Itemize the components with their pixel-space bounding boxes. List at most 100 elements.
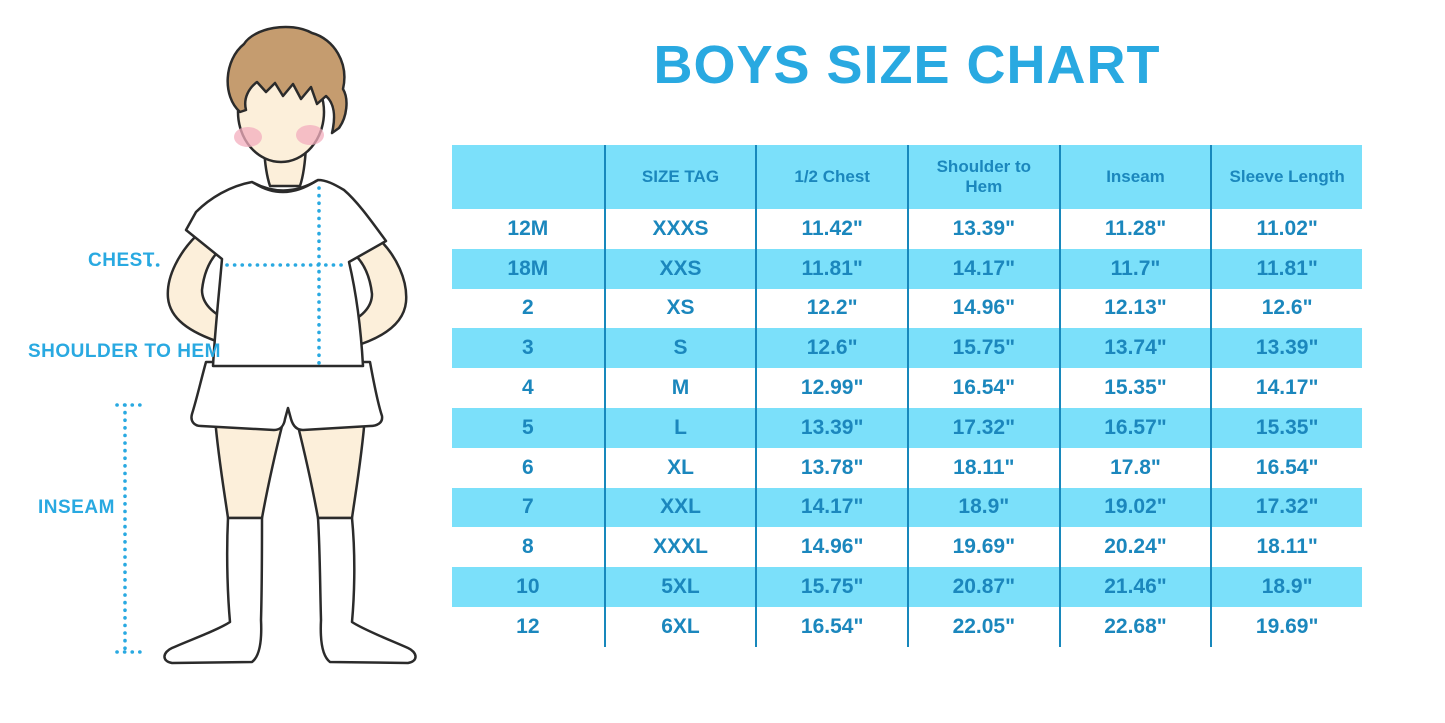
size-cell: 20.24" <box>1058 527 1211 568</box>
chest-label: CHEST <box>88 250 155 271</box>
size-cell: 16.54" <box>755 606 907 647</box>
size-cell: 12.6" <box>755 328 907 369</box>
figure-leg-left <box>213 416 285 520</box>
figure-tshirt <box>184 178 388 368</box>
size-cell: 13.78" <box>755 447 907 488</box>
table-header-row: SIZE TAG 1/2 Chest Shoulder to Hem Insea… <box>452 145 1362 209</box>
size-cell: 11.02" <box>1210 209 1362 249</box>
table-row: 12M XXXS 11.42" 13.39" 11.28" 11.02" <box>452 209 1362 249</box>
size-table: SIZE TAG 1/2 Chest Shoulder to Hem Insea… <box>452 145 1362 647</box>
column-header-half-chest: 1/2 Chest <box>755 145 907 209</box>
column-header-sleeve-length: Sleeve Length <box>1210 145 1362 209</box>
size-cell: 11.81" <box>755 248 907 289</box>
column-header-inseam: Inseam <box>1058 145 1211 209</box>
size-cell: 11.28" <box>1058 209 1211 249</box>
column-header-shoulder-to-hem: Shoulder to Hem <box>907 145 1059 209</box>
size-cell: 11.81" <box>1210 248 1362 289</box>
size-cell: 18.9" <box>907 487 1059 528</box>
size-cell: 19.69" <box>1210 606 1362 647</box>
size-row-label: 18M <box>507 256 549 280</box>
size-cell: 15.75" <box>907 328 1059 369</box>
size-cell: 17.32" <box>907 407 1059 448</box>
size-cell: 20.87" <box>907 567 1059 607</box>
size-cell: 6XL <box>603 606 756 647</box>
size-cell: 15.35" <box>1210 407 1362 448</box>
size-cell: 14.17" <box>755 487 907 528</box>
size-row-label: 3 <box>521 336 534 360</box>
column-header-size-tag: SIZE TAG <box>603 145 756 209</box>
size-cell: 14.96" <box>907 288 1059 329</box>
figure-sock-left <box>163 516 264 665</box>
table-row: 8 XXXL 14.96" 19.69" 20.24" 18.11" <box>452 527 1362 568</box>
size-cell: 16.57" <box>1058 407 1211 448</box>
size-cell: 5XL <box>603 567 756 607</box>
size-cell: XXS <box>603 248 756 289</box>
table-row: 4 M 12.99" 16.54" 15.35" 14.17" <box>452 368 1362 408</box>
size-cell: 13.39" <box>755 407 907 448</box>
measurement-guides <box>115 186 348 654</box>
size-cell: XL <box>603 447 756 488</box>
shoulder-to-hem-label: SHOULDER TO HEM <box>28 341 221 362</box>
size-cell: XXL <box>603 487 756 528</box>
table-row: 2 XS 12.2" 14.96" 12.13" 12.6" <box>452 288 1362 329</box>
size-row-label: 4 <box>521 376 534 400</box>
size-cell: 15.75" <box>755 567 907 607</box>
size-cell: 12.99" <box>755 368 907 408</box>
size-cell: 22.68" <box>1058 606 1211 647</box>
size-cell: 19.02" <box>1058 487 1211 528</box>
figure-leg-right <box>295 414 367 520</box>
size-cell: 18.11" <box>907 447 1059 488</box>
size-row-label: 2 <box>521 296 534 320</box>
size-row-label: 5 <box>521 415 534 439</box>
size-cell: 17.32" <box>1210 487 1362 528</box>
size-cell: S <box>603 328 756 369</box>
size-cell: 18.9" <box>1210 567 1362 607</box>
size-cell: 13.39" <box>1210 328 1362 369</box>
size-row-label: 10 <box>516 575 540 599</box>
size-cell: 16.54" <box>1210 447 1362 488</box>
size-cell: 11.7" <box>1058 248 1211 289</box>
size-cell: 14.17" <box>907 248 1059 289</box>
size-cell: 13.39" <box>907 209 1059 249</box>
size-cell: 21.46" <box>1058 567 1211 607</box>
size-table-body: 12M XXXS 11.42" 13.39" 11.28" 11.02" 18M XXS 11.… <box>452 209 1362 647</box>
figure-cheek-left <box>234 127 262 147</box>
table-row: 7 XXL 14.17" 18.9" 19.02" 17.32" <box>452 487 1362 528</box>
size-cell: 15.35" <box>1058 368 1211 408</box>
size-cell: M <box>603 368 756 408</box>
size-cell: 12.2" <box>755 288 907 329</box>
figure-sock-right <box>316 516 417 665</box>
size-cell: 14.17" <box>1210 368 1362 408</box>
size-cell: 18.11" <box>1210 527 1362 568</box>
figure-collar <box>252 179 318 194</box>
table-row: 12 6XL 16.54" 22.05" 22.68" 19.69" <box>452 606 1362 647</box>
table-row: 18M XXS 11.81" 14.17" 11.7" 11.81" <box>452 248 1362 289</box>
size-row-label: 12 <box>516 614 540 638</box>
figure-hair <box>226 25 348 135</box>
size-cell: L <box>603 407 756 448</box>
figure-shorts <box>190 360 384 432</box>
size-cell: XXXS <box>603 209 756 249</box>
inseam-label: INSEAM <box>38 497 115 518</box>
page-title: BOYS SIZE CHART <box>653 35 1161 95</box>
table-row: 6 XL 13.78" 18.11" 17.8" 16.54" <box>452 447 1362 488</box>
size-cell: 14.96" <box>755 527 907 568</box>
size-row-label: 8 <box>521 535 534 559</box>
size-cell: 17.8" <box>1058 447 1211 488</box>
size-row-label: 12M <box>507 216 549 240</box>
boy-figure-illustration <box>115 25 417 665</box>
size-cell: XS <box>603 288 756 329</box>
table-row: 5 L 13.39" 17.32" 16.57" 15.35" <box>452 407 1362 448</box>
table-row: 10 5XL 15.75" 20.87" 21.46" 18.9" <box>452 567 1362 607</box>
figure-cheek-right <box>296 125 324 145</box>
table-row: 3 S 12.6" 15.75" 13.74" 13.39" <box>452 328 1362 369</box>
column-header-blank <box>452 145 604 209</box>
size-cell: 16.54" <box>907 368 1059 408</box>
inseam-guide-line <box>115 403 143 654</box>
size-cell: 13.74" <box>1058 328 1211 369</box>
size-cell: 22.05" <box>907 606 1059 647</box>
size-cell: XXXL <box>603 527 756 568</box>
size-row-label: 7 <box>521 495 534 519</box>
size-row-label: 6 <box>521 455 534 479</box>
size-cell: 12.13" <box>1058 288 1211 329</box>
